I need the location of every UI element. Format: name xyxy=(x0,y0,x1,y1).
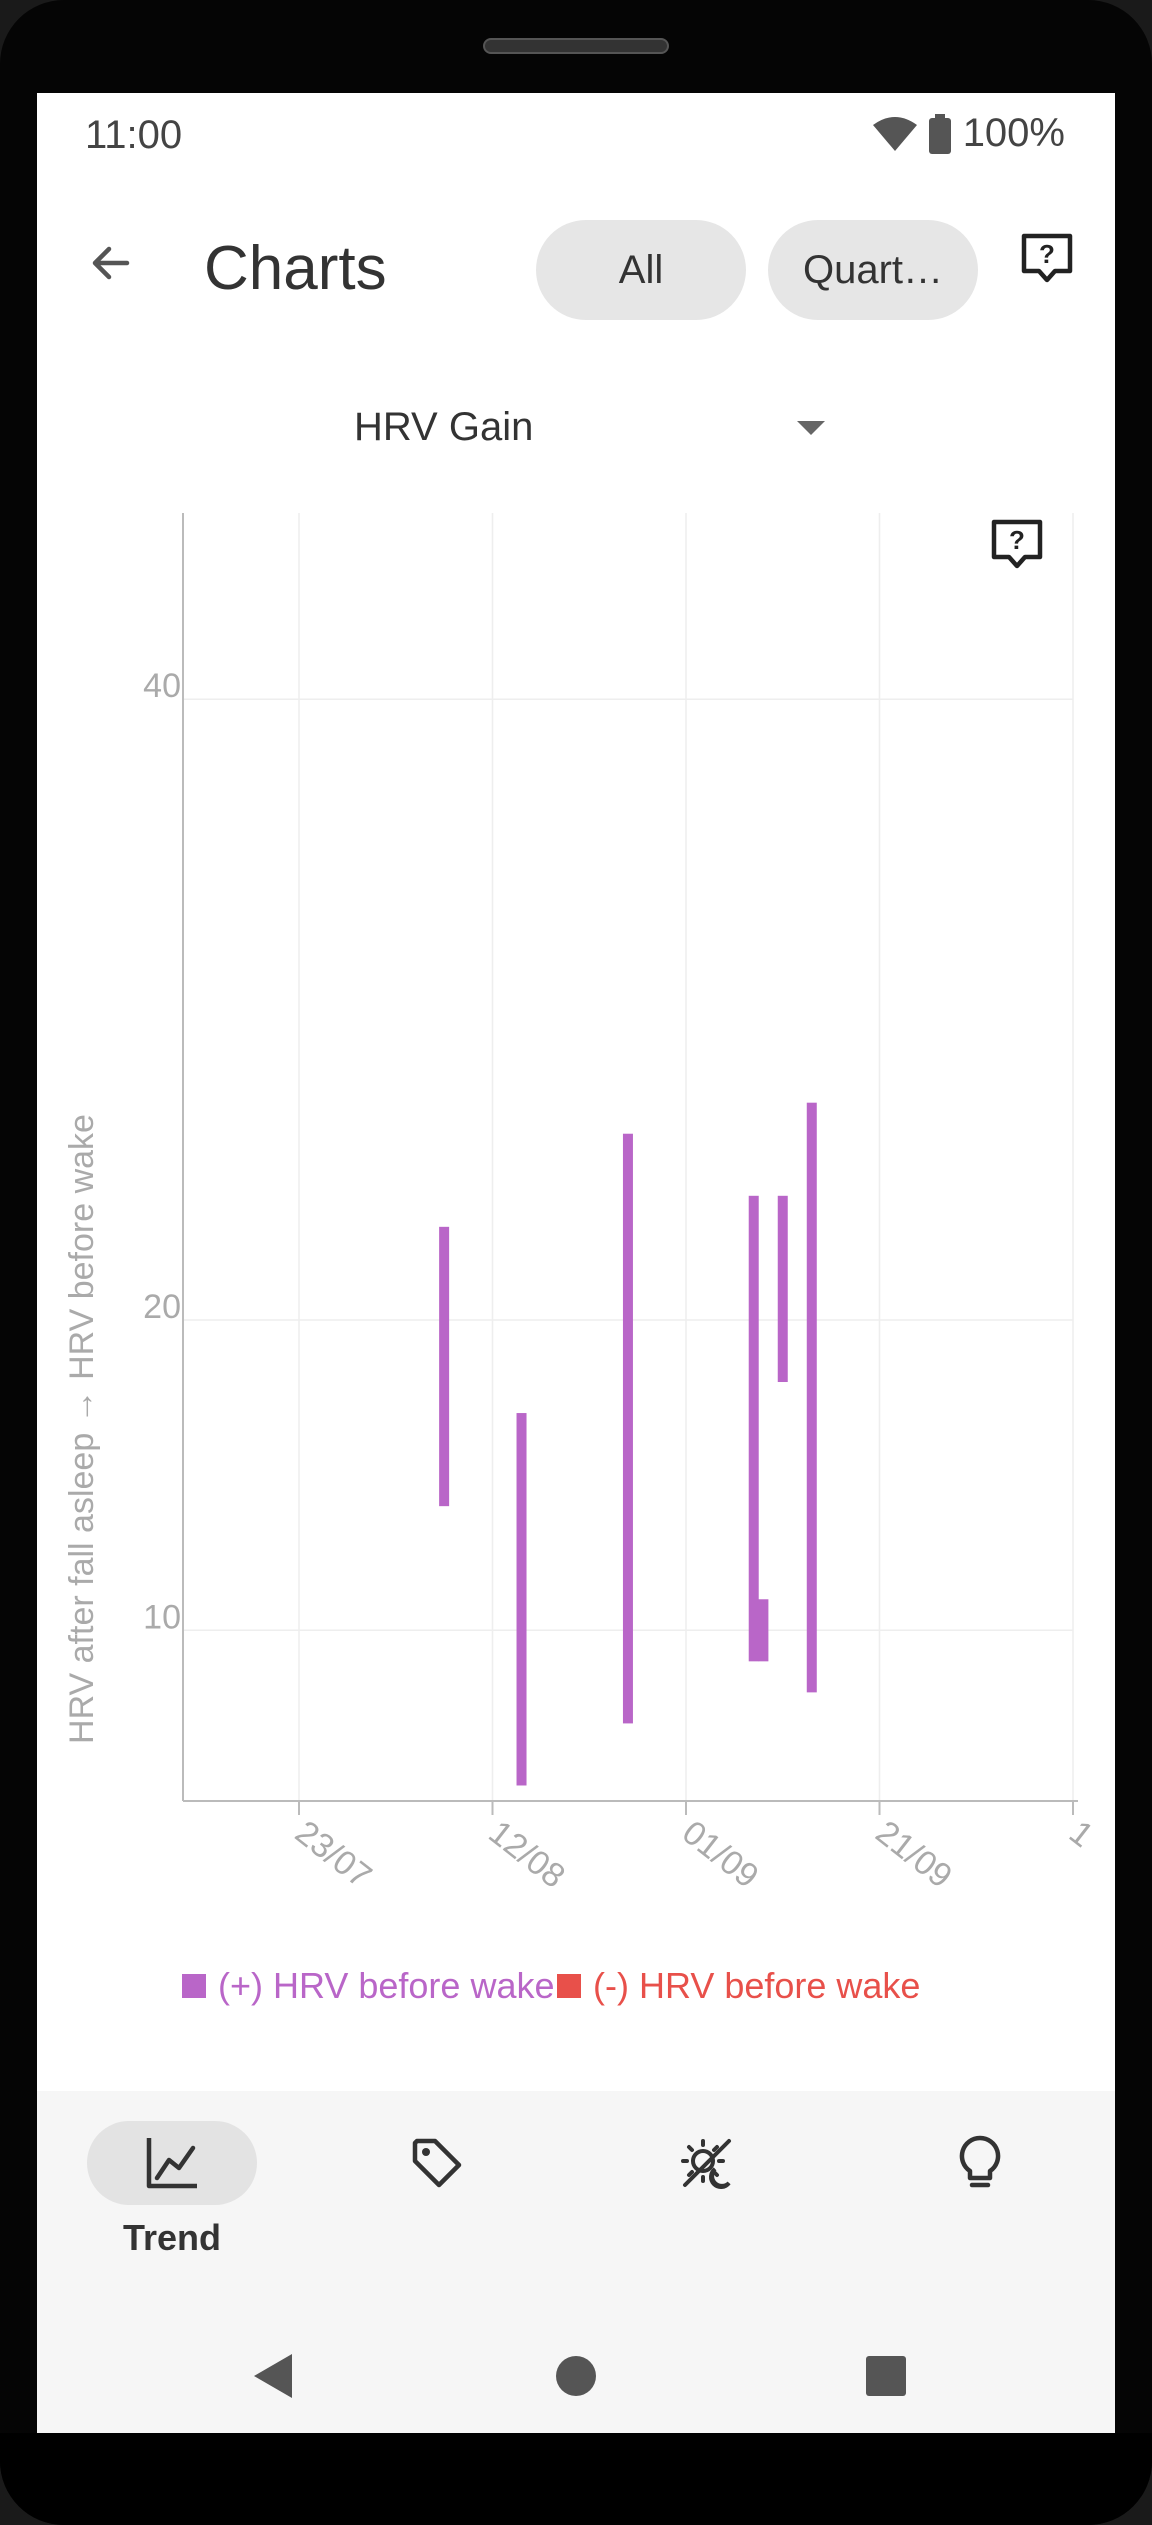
screen: 11:00 100% Charts All xyxy=(37,93,1115,2433)
nav-tab-trend[interactable]: Trend xyxy=(87,2121,257,2271)
arrow-left-icon xyxy=(92,246,130,280)
battery-percentage: 100% xyxy=(962,111,1065,155)
range-bar xyxy=(748,1195,759,1662)
nav-pill-tags xyxy=(352,2121,522,2205)
dropdown-arrow-icon xyxy=(797,421,825,435)
range-bar xyxy=(806,1102,817,1693)
legend-label-positive: (+) HRV before wake xyxy=(218,1965,555,2006)
x-tick-label: 21/09 xyxy=(869,1813,959,1895)
help-bubble-icon: ? xyxy=(991,519,1043,569)
y-axis-title: HRV after fall asleep → HRV before wake xyxy=(63,1114,101,1744)
nav-pill-trend xyxy=(87,2121,257,2205)
y-tick-label: 10 xyxy=(143,1598,181,1636)
nav-tab-tags[interactable] xyxy=(352,2121,522,2271)
nav-pill-insights xyxy=(895,2121,1065,2205)
triangle-back-icon xyxy=(254,2354,292,2398)
app-bar: Charts All Quart… ? xyxy=(37,203,1115,323)
range-bar xyxy=(777,1195,788,1383)
filter-all-label: All xyxy=(618,247,664,292)
legend-label-negative: (-) HRV before wake xyxy=(593,1965,921,2006)
svg-text:?: ? xyxy=(1039,239,1055,269)
status-time: 11:00 xyxy=(85,113,183,157)
system-home-button[interactable] xyxy=(541,2341,611,2411)
earpiece-speaker xyxy=(483,38,669,54)
range-bar xyxy=(439,1226,450,1507)
x-tick-label: 01/09 xyxy=(675,1813,765,1895)
legend-item-positive[interactable]: (+) HRV before wake xyxy=(182,1965,554,2007)
bottom-bezel xyxy=(0,2433,1152,2525)
hrv-gain-chart: 10 20 40 23/07 12/08 01/09 21/09 1 HRV after fal… xyxy=(63,513,1100,1896)
status-icons: 100% xyxy=(872,111,1065,156)
range-bar xyxy=(516,1413,527,1786)
help-button[interactable]: ? xyxy=(1017,229,1077,289)
system-recents-button[interactable] xyxy=(851,2341,921,2411)
metric-dropdown[interactable]: HRV Gain xyxy=(337,383,877,473)
legend-swatch-negative xyxy=(557,1974,581,1998)
system-back-button[interactable] xyxy=(237,2341,307,2411)
back-button[interactable] xyxy=(81,233,141,293)
bottom-navigation: Trend xyxy=(37,2091,1115,2433)
x-tick-label: 12/08 xyxy=(482,1813,572,1895)
help-bubble-icon: ? xyxy=(1021,233,1073,283)
y-tick-label: 40 xyxy=(143,667,181,705)
y-tick-label: 20 xyxy=(143,1288,181,1326)
status-bar: 11:00 100% xyxy=(37,93,1115,183)
legend-item-negative[interactable]: (-) HRV before wake xyxy=(557,1965,920,2007)
system-navigation-bar xyxy=(37,2321,1115,2433)
metric-dropdown-value: HRV Gain xyxy=(354,405,534,449)
x-tick-label: 1 xyxy=(1062,1813,1100,1855)
filter-all-chip[interactable]: All xyxy=(536,220,746,320)
trend-chart-icon xyxy=(146,2138,197,2189)
range-bar xyxy=(758,1599,769,1662)
tag-icon xyxy=(412,2138,462,2188)
nav-pill-sleep xyxy=(622,2121,792,2205)
circle-home-icon xyxy=(556,2356,596,2396)
period-quarter-chip[interactable]: Quart… xyxy=(768,220,978,320)
legend-swatch-positive xyxy=(182,1974,206,1998)
x-tick-label: 23/07 xyxy=(288,1813,378,1895)
period-quarter-label: Quart… xyxy=(802,247,944,292)
nav-tab-insights[interactable] xyxy=(895,2121,1065,2271)
page-title: Charts xyxy=(204,234,387,303)
svg-text:?: ? xyxy=(1009,525,1025,555)
square-recents-icon xyxy=(866,2356,906,2396)
sun-moon-icon xyxy=(681,2139,731,2189)
lightbulb-icon xyxy=(959,2135,1001,2188)
range-bar xyxy=(622,1133,633,1724)
wifi-icon xyxy=(872,116,917,151)
nav-label-trend: Trend xyxy=(122,2217,221,2258)
chart-help-button[interactable]: ? xyxy=(987,515,1047,575)
battery-icon xyxy=(928,113,951,154)
nav-tab-sleep[interactable] xyxy=(622,2121,792,2271)
